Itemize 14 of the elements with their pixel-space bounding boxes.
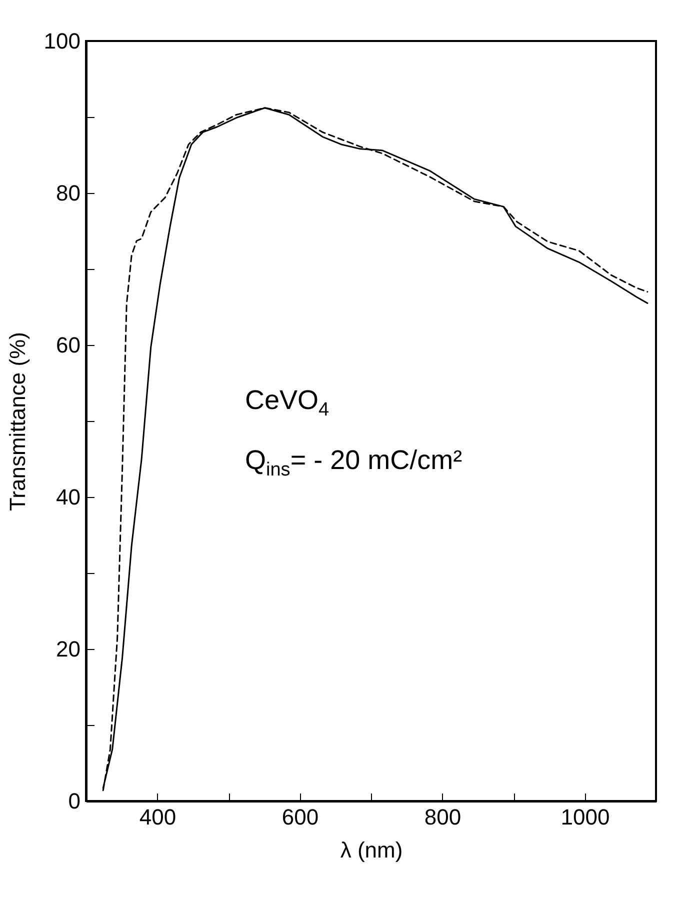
- annotation: Q$_{ins}$= - 20 mC/cm²: [245, 444, 462, 483]
- y-tick-label: 40: [56, 484, 80, 510]
- y-tick-label: 100: [44, 28, 80, 54]
- x-axis-title: λ (nm): [340, 838, 403, 862]
- y-tick-label: 0: [68, 788, 80, 814]
- x-tick-label: 400: [139, 804, 176, 830]
- y-axis-title: Transmittance (%): [4, 332, 30, 511]
- annotation: CeVO$_{4}$: [245, 384, 330, 422]
- y-tick-label: 80: [56, 180, 80, 206]
- x-tick-label: 600: [282, 804, 319, 830]
- x-tick-label: 800: [424, 804, 462, 830]
- y-tick-label: 60: [56, 332, 80, 358]
- y-tick-label: 20: [56, 636, 80, 662]
- x-tick-label: 1000: [560, 804, 610, 830]
